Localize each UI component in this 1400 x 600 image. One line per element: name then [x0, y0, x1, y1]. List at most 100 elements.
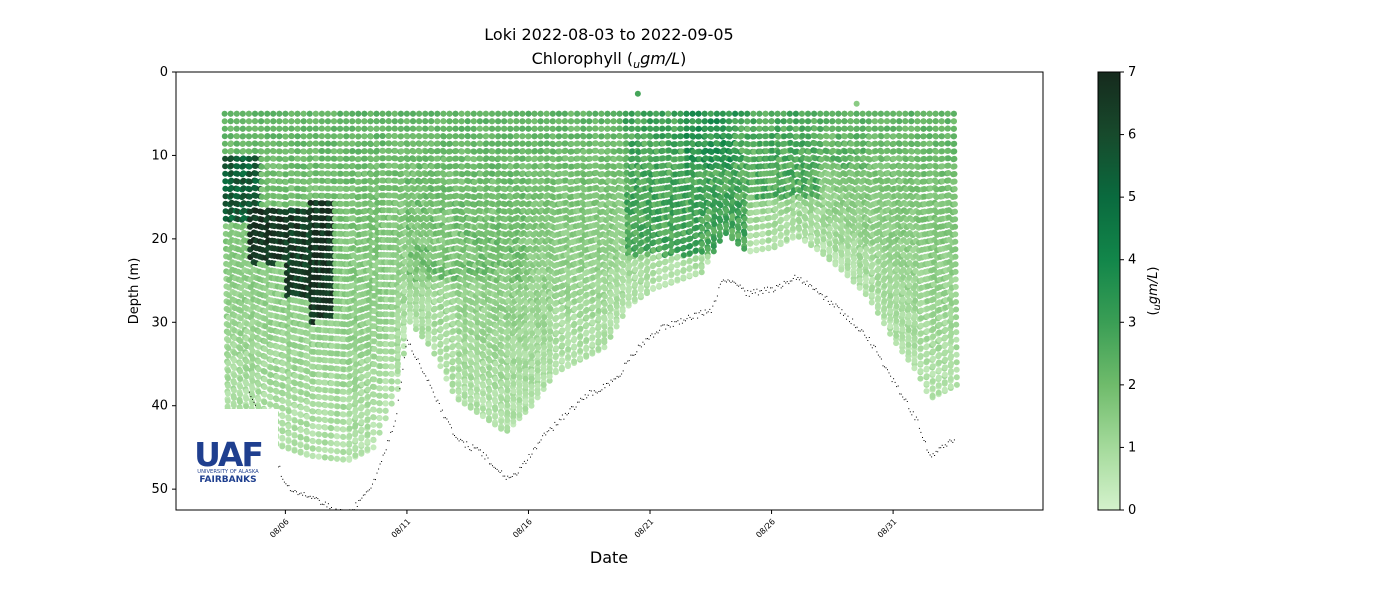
- chlorophyll-point: [331, 140, 338, 147]
- chlorophyll-point: [286, 363, 293, 370]
- chlorophyll-point: [434, 125, 441, 132]
- chlorophyll-point: [355, 140, 362, 147]
- chlorophyll-point: [453, 155, 459, 162]
- chlorophyll-point: [464, 118, 471, 125]
- chlorophyll-point: [252, 118, 259, 125]
- chlorophyll-point: [553, 322, 560, 329]
- chlorophyll-point: [255, 373, 262, 380]
- chlorophyll-point: [288, 162, 295, 169]
- chlorophyll-point: [374, 155, 380, 162]
- chlorophyll-point: [464, 110, 471, 117]
- chlorophyll-point: [431, 350, 438, 357]
- chlorophyll-point: [355, 133, 362, 140]
- chlorophyll-point: [343, 148, 350, 155]
- chlorophyll-point: [394, 378, 401, 385]
- chlorophyll-point: [495, 140, 502, 147]
- chlorophyll-point: [498, 388, 505, 395]
- chlorophyll-point: [300, 140, 307, 147]
- chlorophyll-point: [352, 421, 359, 428]
- chlorophyll-point: [295, 185, 302, 192]
- chlorophyll-point: [589, 319, 596, 326]
- chlorophyll-point: [519, 148, 526, 154]
- chlorophyll-point: [379, 140, 386, 147]
- chlorophyll-point: [337, 140, 344, 147]
- chlorophyll-point: [285, 393, 292, 400]
- chlorophyll-point: [377, 370, 384, 377]
- chlorophyll-point: [519, 125, 526, 132]
- chlorophyll-point: [294, 118, 301, 125]
- chlorophyll-point: [549, 110, 556, 117]
- chlorophyll-point: [419, 296, 426, 303]
- chlorophyll-point: [471, 133, 477, 140]
- chlorophyll-point: [340, 419, 347, 425]
- chlorophyll-point: [425, 325, 432, 332]
- chlorophyll-point: [592, 125, 599, 132]
- chlorophyll-point: [267, 372, 274, 378]
- chlorophyll-point: [325, 155, 332, 162]
- chlorophyll-point: [428, 118, 435, 125]
- chlorophyll-point: [489, 125, 496, 132]
- chlorophyll-point: [395, 330, 402, 337]
- chlorophyll-point: [325, 140, 332, 147]
- chlorophyll-point: [501, 133, 508, 140]
- chlorophyll-point: [364, 446, 371, 452]
- chlorophyll-point: [574, 118, 581, 125]
- chlorophyll-point: [428, 148, 435, 155]
- chlorophyll-point: [273, 388, 280, 395]
- chlorophyll-point: [537, 110, 544, 117]
- chlorophyll-point: [246, 163, 253, 170]
- chlorophyll-point: [510, 403, 517, 410]
- chlorophyll-point: [458, 133, 465, 140]
- chlorophyll-point: [461, 400, 468, 407]
- chlorophyll-point: [513, 155, 520, 162]
- chlorophyll-point: [544, 133, 550, 139]
- chlorophyll-point: [337, 155, 344, 162]
- chlorophyll-point: [282, 125, 289, 132]
- chlorophyll-point: [273, 373, 280, 380]
- chlorophyll-point: [231, 394, 237, 401]
- chlorophyll-point: [501, 110, 508, 117]
- chlorophyll-point: [531, 118, 538, 125]
- chlorophyll-point: [452, 118, 459, 125]
- chlorophyll-point: [304, 406, 311, 413]
- chlorophyll-point: [225, 367, 232, 374]
- chlorophyll-point: [592, 118, 599, 125]
- chlorophyll-point: [559, 319, 566, 326]
- chlorophyll-point: [474, 371, 481, 378]
- chlorophyll-point: [541, 329, 548, 336]
- chlorophyll-point: [288, 125, 295, 132]
- chlorophyll-point: [249, 355, 256, 362]
- chlorophyll-point: [264, 110, 271, 117]
- chlorophyll-point: [358, 411, 365, 418]
- chlorophyll-point: [249, 377, 256, 384]
- chlorophyll-point: [300, 133, 307, 140]
- chlorophyll-point: [483, 125, 490, 132]
- chlorophyll-point: [295, 193, 302, 200]
- chlorophyll-point: [261, 361, 268, 368]
- chlorophyll-point: [556, 133, 563, 140]
- chlorophyll-point: [255, 351, 262, 358]
- chlorophyll-point: [358, 404, 365, 410]
- chlorophyll-point: [276, 148, 283, 155]
- chlorophyll-point: [492, 376, 499, 382]
- chlorophyll-point: [559, 349, 566, 356]
- chlorophyll-point: [370, 444, 377, 451]
- chlorophyll-point: [313, 155, 320, 162]
- chlorophyll-point: [340, 396, 347, 403]
- chlorophyll-point: [571, 320, 578, 327]
- chlorophyll-point: [276, 163, 283, 170]
- chlorophyll-point: [477, 140, 484, 147]
- chlorophyll-point: [404, 118, 410, 125]
- chlorophyll-point: [352, 452, 359, 459]
- chlorophyll-point: [225, 330, 232, 336]
- chlorophyll-point: [571, 313, 578, 320]
- chlorophyll-point: [288, 140, 295, 147]
- chlorophyll-point: [292, 395, 298, 402]
- chlorophyll-point: [577, 355, 584, 362]
- chlorophyll-point: [221, 125, 228, 132]
- chlorophyll-point: [471, 148, 478, 155]
- chlorophyll-point: [552, 367, 559, 374]
- chlorophyll-point: [586, 133, 593, 140]
- chlorophyll-point: [225, 322, 232, 329]
- chlorophyll-point: [456, 351, 463, 358]
